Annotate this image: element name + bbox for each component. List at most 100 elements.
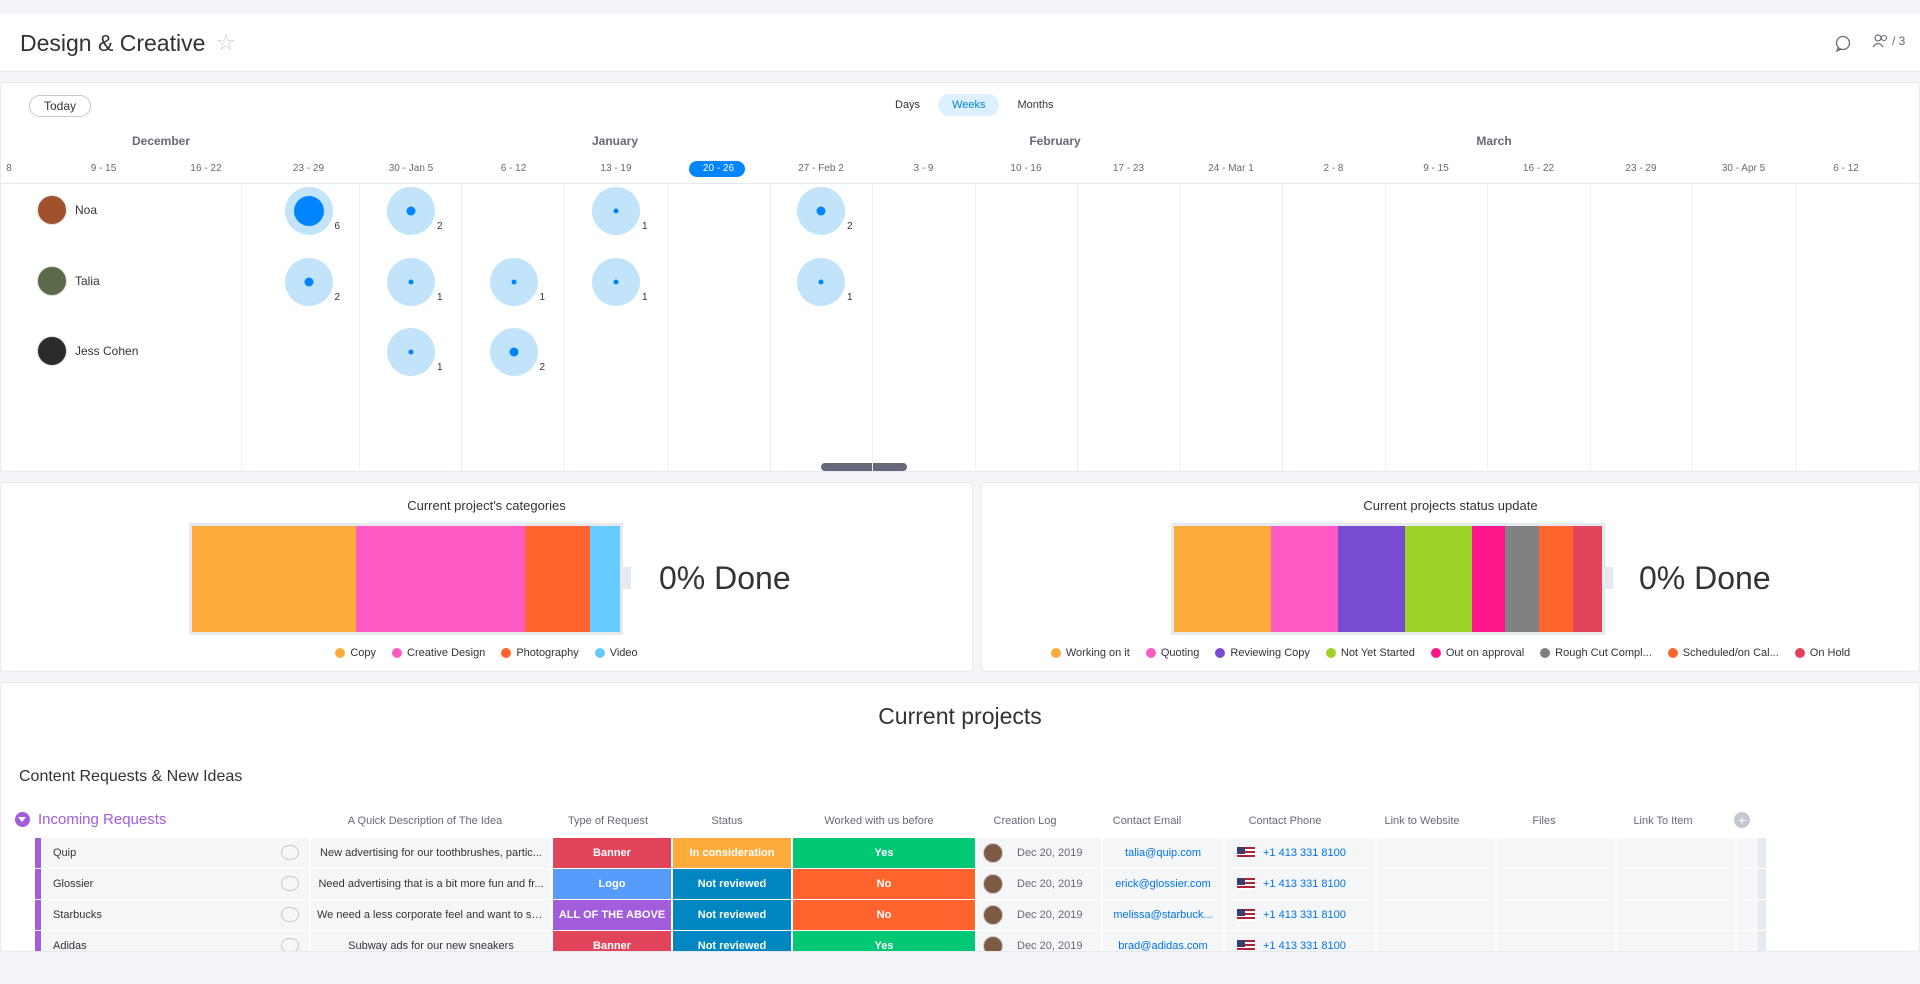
table-row[interactable]: Quip New advertising for our toothbrushes… [35,838,1766,868]
description-cell[interactable]: Subway ads for our new sneakers [311,931,551,951]
bar-segment[interactable] [1471,526,1506,632]
item-name[interactable]: Starbucks [41,900,309,930]
table-row[interactable]: Glossier Need advertising that is a bit m… [35,869,1766,899]
comment-icon[interactable] [281,938,299,951]
status-cell[interactable]: Not reviewed [673,900,791,930]
table-row[interactable]: Starbucks We need a less corporate feel a… [35,900,1766,930]
column-header[interactable]: Link To Item [1633,815,1693,827]
bar-segment[interactable] [1174,526,1271,632]
row-end-cell [1737,900,1758,930]
workload-bubble[interactable] [592,187,640,235]
item-name[interactable]: Adidas [41,931,309,951]
bar-segment[interactable] [1404,526,1472,632]
workload-bubble[interactable] [284,187,333,235]
link-item-cell[interactable] [1617,838,1735,868]
column-header[interactable]: Worked with us before [824,815,934,827]
description-cell[interactable]: We need a less corporate feel and want t… [311,900,551,930]
bar-segment[interactable] [1572,526,1602,632]
workload-bubble[interactable] [387,187,435,235]
worked-before-cell[interactable]: No [793,869,975,899]
column-header[interactable]: Status [711,815,743,827]
star-icon[interactable]: ☆ [216,30,236,55]
website-cell[interactable] [1377,869,1495,899]
column-header[interactable]: A Quick Description of The Idea [347,815,503,827]
month-label: December [131,134,191,148]
column-header[interactable]: Creation Log [993,815,1057,827]
person-row[interactable]: Noa [37,195,97,225]
status-cell[interactable]: In consideration [673,838,791,868]
description-cell[interactable]: Need advertising that is a bit more fun … [311,869,551,899]
tab-months[interactable]: Months [1017,99,1054,111]
workload-bubble[interactable] [489,258,538,306]
table-row[interactable]: Adidas Subway ads for our new sneakers Ban… [35,931,1766,951]
bar-segment[interactable] [589,526,620,632]
worked-before-cell[interactable]: Yes [793,838,975,868]
column-header[interactable]: Files [1532,815,1556,827]
files-cell[interactable] [1497,838,1615,868]
email-cell[interactable]: melissa@starbuck... [1103,900,1223,930]
bar-segment[interactable] [1505,526,1539,632]
item-name[interactable]: Glossier [41,869,309,899]
email-cell[interactable]: brad@adidas.com [1103,931,1223,951]
status-cell[interactable]: Not reviewed [673,931,791,951]
bar-segment[interactable] [192,526,357,632]
type-cell[interactable]: Banner [553,931,671,951]
phone-cell[interactable]: +1 413 331 8100 [1225,900,1375,930]
link-item-cell[interactable] [1617,931,1735,951]
bar-segment[interactable] [1270,526,1338,632]
group-name[interactable]: Incoming Requests [38,811,167,828]
workload-bubble[interactable] [592,258,640,306]
bar-segment[interactable] [1337,526,1405,632]
phone-cell[interactable]: +1 413 331 8100 [1225,838,1375,868]
type-cell[interactable]: ALL OF THE ABOVE [553,900,671,930]
workload-bubble[interactable] [797,187,845,235]
website-cell[interactable] [1377,931,1495,951]
workload-bubble[interactable] [284,258,333,306]
files-cell[interactable] [1497,869,1615,899]
collapse-arrow-icon[interactable] [15,812,30,827]
workload-bubble[interactable] [489,328,538,376]
phone-cell[interactable]: +1 413 331 8100 [1225,931,1375,951]
comment-icon[interactable] [281,845,299,860]
person-row[interactable]: Talia [37,266,100,296]
column-header[interactable]: Link to Website [1384,815,1460,827]
column-header[interactable]: Contact Email [1112,815,1182,827]
today-button[interactable]: Today [29,95,91,117]
person-row[interactable]: Jess Cohen [37,336,138,366]
members-button[interactable]: / 3 [1872,34,1905,48]
column-header[interactable]: Type of Request [567,815,649,827]
bar-segment[interactable] [356,526,525,632]
add-column-icon[interactable]: + [1734,812,1750,828]
tab-weeks[interactable]: Weeks [938,94,1000,116]
description-cell[interactable]: New advertising for our toothbrushes, pa… [311,838,551,868]
type-cell[interactable]: Banner [553,838,671,868]
link-item-cell[interactable] [1617,900,1735,930]
link-item-cell[interactable] [1617,869,1735,899]
item-name[interactable]: Quip [41,838,309,868]
email-cell[interactable]: erick@glossier.com [1103,869,1223,899]
files-cell[interactable] [1497,900,1615,930]
comment-icon[interactable] [281,907,299,922]
workload-bubble[interactable] [797,258,845,306]
worked-before-cell[interactable]: No [793,900,975,930]
group-header[interactable]: Incoming Requests [15,811,166,828]
worked-before-cell[interactable]: Yes [793,931,975,951]
files-cell[interactable] [1497,931,1615,951]
tab-days[interactable]: Days [895,99,921,111]
workload-bubble[interactable] [387,328,435,376]
bar-segment[interactable] [524,526,590,632]
workload-bubble[interactable] [387,258,435,306]
week-gridline [564,183,565,473]
type-cell[interactable]: Logo [553,869,671,899]
status-cell[interactable]: Not reviewed [673,869,791,899]
website-cell[interactable] [1377,900,1495,930]
categories-chart-widget: Current project's categories 0% Done Cop… [0,482,973,672]
column-header[interactable]: Contact Phone [1248,815,1322,827]
website-cell[interactable] [1377,838,1495,868]
chat-bubble-icon[interactable] [1834,34,1852,52]
comment-icon[interactable] [281,876,299,891]
bar-segment[interactable] [1539,526,1573,632]
email-cell[interactable]: talia@quip.com [1103,838,1223,868]
horizontal-scrollbar[interactable] [821,463,907,471]
phone-cell[interactable]: +1 413 331 8100 [1225,869,1375,899]
